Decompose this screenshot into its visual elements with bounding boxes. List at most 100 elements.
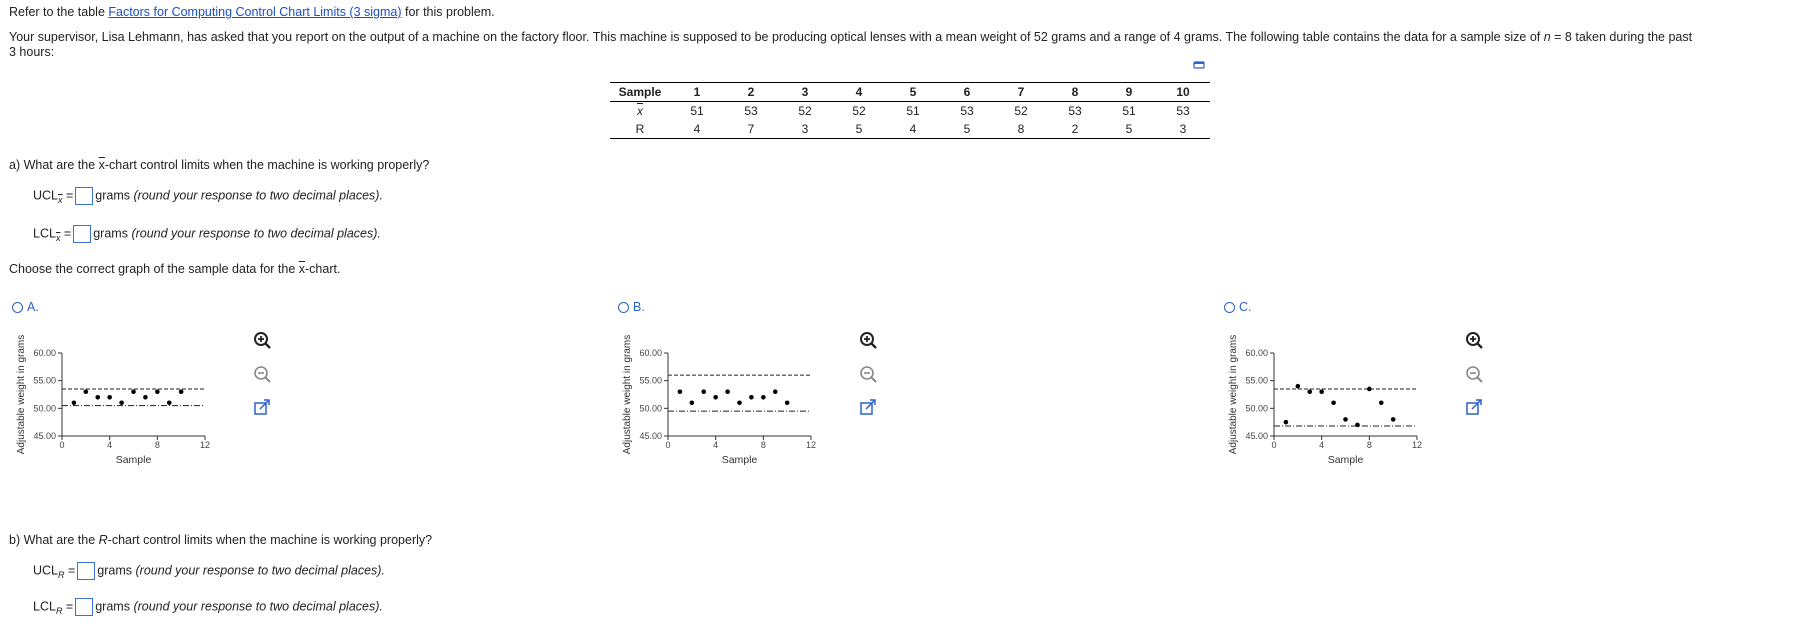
- data-point: [677, 389, 683, 395]
- open-external-icon[interactable]: [1464, 398, 1484, 418]
- data-point: [701, 389, 707, 395]
- part-b-lcl-row: LCLR = grams (round your response to two …: [33, 598, 383, 616]
- table-sample-number-cell: 7: [994, 82, 1048, 102]
- table-sample-number-cell: 1: [670, 82, 724, 102]
- data-point: [71, 400, 77, 406]
- data-point: [1319, 389, 1324, 395]
- zoom-in-icon[interactable]: [858, 330, 878, 350]
- zoom-in-icon[interactable]: [252, 330, 272, 350]
- y-axis-label: Adjustable weight in grams: [1228, 335, 1239, 455]
- y-tick-label: 45.00: [33, 431, 56, 441]
- data-point: [166, 400, 172, 406]
- table-xbar-cell: 53: [744, 104, 758, 118]
- table-sample-number-cell: 8: [1048, 82, 1102, 102]
- data-table-wrapper: Sample 1 2 3 4 5 6 7 8 9 10 x 51 53 52 52 51 53 52 53 51 5…: [610, 82, 1210, 139]
- lcl-r-input[interactable]: [75, 598, 94, 616]
- data-point: [784, 400, 790, 406]
- x-tick-label: 8: [1367, 440, 1372, 450]
- data-point: [131, 389, 136, 395]
- table-sample-number-cell: 9: [1102, 82, 1156, 102]
- table-range-cell: 3: [778, 120, 832, 139]
- open-external-icon[interactable]: [252, 398, 272, 418]
- y-tick-label: 55.00: [639, 376, 662, 386]
- table-range-cell: 2: [1048, 120, 1102, 139]
- copy-data-icon[interactable]: [1193, 60, 1205, 70]
- data-point: [143, 394, 148, 400]
- y-tick-label: 50.00: [33, 403, 56, 413]
- data-point: [155, 389, 160, 395]
- y-tick-label: 50.00: [1245, 403, 1268, 413]
- y-tick-label: 50.00: [639, 403, 662, 413]
- table-range-cell: 7: [724, 120, 778, 139]
- data-point: [1283, 419, 1289, 425]
- table-range-cell: 5: [940, 120, 994, 139]
- table-header-sample: Sample: [610, 82, 670, 102]
- x-tick-label: 0: [59, 440, 64, 450]
- y-tick-label: 60.00: [1245, 348, 1268, 358]
- chart-option-b[interactable]: 60.00 55.00 50.00 45.000 4 8 12 Adjustable weig…: [616, 325, 856, 510]
- table-sample-number-cell: 4: [832, 82, 886, 102]
- y-tick-label: 55.00: [33, 376, 56, 386]
- data-point: [107, 394, 112, 400]
- control-chart-factors-link[interactable]: Factors for Computing Control Chart Limi…: [108, 5, 402, 19]
- y-tick-label: 45.00: [639, 431, 662, 441]
- table-xbar-cell: 52: [852, 104, 866, 118]
- y-tick-label: 60.00: [639, 348, 662, 358]
- ucl-r-input[interactable]: [77, 562, 96, 580]
- data-point: [1343, 417, 1348, 422]
- table-row-label-r: R: [610, 120, 670, 139]
- zoom-out-icon[interactable]: [1464, 364, 1484, 384]
- table-range-cell: 5: [832, 120, 886, 139]
- x-tick-label: 0: [665, 440, 670, 450]
- x-tick-label: 4: [107, 440, 112, 450]
- table-xbar-cell: 51: [690, 104, 704, 118]
- x-axis-label: Sample: [1328, 454, 1364, 466]
- ucl-x-input[interactable]: [75, 187, 94, 205]
- table-range-cell: 4: [886, 120, 940, 139]
- zoom-out-icon[interactable]: [858, 364, 878, 384]
- x-tick-label: 8: [761, 440, 766, 450]
- data-point: [1355, 422, 1360, 428]
- zoom-out-icon[interactable]: [252, 364, 272, 384]
- data-point: [178, 389, 184, 395]
- data-point: [713, 394, 718, 400]
- table-sample-number-cell: 2: [724, 82, 778, 102]
- table-header-row: Sample 1 2 3 4 5 6 7 8 9 10: [610, 82, 1210, 102]
- chart-option-c[interactable]: 60.00 55.00 50.00 45.000 4 8 12 Adjustable weig…: [1222, 325, 1462, 510]
- x-tick-label: 12: [806, 440, 816, 450]
- data-point: [1331, 400, 1336, 406]
- problem-statement: Your supervisor, Lisa Lehmann, has asked…: [9, 30, 1693, 59]
- option-a-radio[interactable]: A.: [12, 300, 39, 314]
- intro-line: Refer to the table Factors for Computing…: [9, 5, 495, 19]
- table-range-cell: 4: [670, 120, 724, 139]
- table-range-cell: 3: [1156, 120, 1210, 139]
- data-point: [1390, 417, 1396, 422]
- data-point: [83, 389, 89, 395]
- table-xbar-cell: 53: [1176, 104, 1190, 118]
- part-a-lcl-row: LCLx = grams (round your response to two …: [33, 225, 381, 243]
- data-point: [725, 389, 730, 395]
- table-xbar-cell: 53: [1068, 104, 1082, 118]
- data-point: [761, 394, 766, 400]
- table-xbar-cell: 51: [1122, 104, 1136, 118]
- x-tick-label: 4: [1319, 440, 1324, 450]
- x-axis-label: Sample: [116, 454, 152, 466]
- part-a-ucl-row: UCLx = grams (round your response to two …: [33, 187, 383, 205]
- open-external-icon[interactable]: [858, 398, 878, 418]
- zoom-in-icon[interactable]: [1464, 330, 1484, 350]
- part-b-ucl-row: UCLR = grams (round your response to two …: [33, 562, 385, 580]
- option-b-radio[interactable]: B.: [618, 300, 645, 314]
- data-point: [737, 400, 742, 406]
- option-c-radio[interactable]: C.: [1224, 300, 1252, 314]
- table-xbar-cell: 51: [906, 104, 920, 118]
- y-tick-label: 55.00: [1245, 376, 1268, 386]
- table-sample-number-cell: 6: [940, 82, 994, 102]
- data-point: [1378, 400, 1384, 406]
- data-point: [95, 394, 101, 400]
- lcl-x-input[interactable]: [73, 225, 92, 243]
- table-sample-number-cell: 3: [778, 82, 832, 102]
- data-point: [119, 400, 124, 406]
- chart-option-a[interactable]: 60.00 55.00 50.00 45.000 4 8 12 Adjustable weig…: [10, 325, 250, 510]
- y-axis-label: Adjustable weight in grams: [622, 335, 633, 455]
